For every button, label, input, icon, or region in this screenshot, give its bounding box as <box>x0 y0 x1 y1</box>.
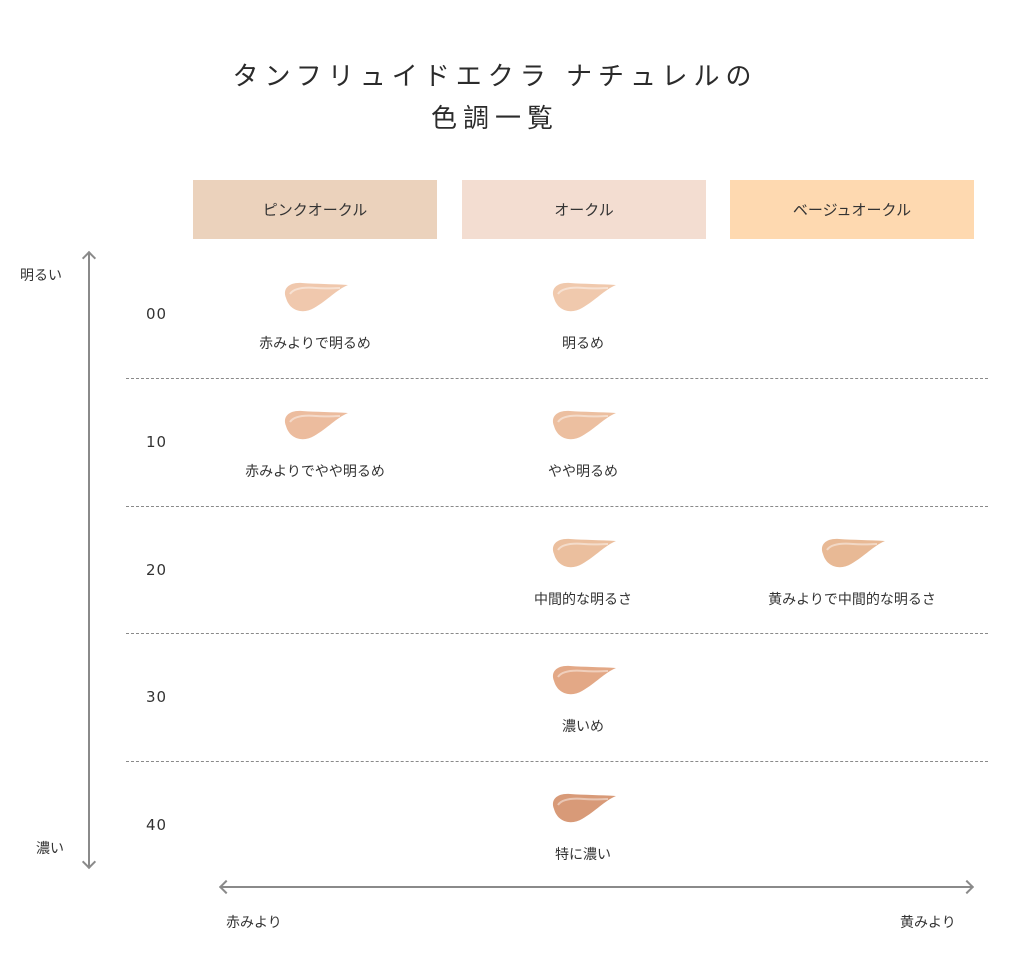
foundation-swatch <box>548 663 618 699</box>
axis-label-left: 赤みより <box>226 915 282 931</box>
foundation-swatch <box>280 280 350 316</box>
level-label: 10 <box>146 433 168 451</box>
foundation-swatch <box>548 536 618 572</box>
horizontal-axis-line <box>220 886 973 888</box>
shade-description: 濃いめ <box>562 719 604 735</box>
arrow-down-icon <box>81 854 97 870</box>
column-header: オークル <box>462 180 706 239</box>
shade-description: 赤みよりでやや明るめ <box>245 464 385 480</box>
shade-description: 赤みよりで明るめ <box>259 336 371 352</box>
row-divider <box>126 506 988 507</box>
foundation-swatch <box>817 536 887 572</box>
level-label: 20 <box>146 561 168 579</box>
shade-description: やや明るめ <box>548 464 618 480</box>
arrow-right-icon <box>959 879 975 895</box>
arrow-left-icon <box>218 879 234 895</box>
shade-description: 中間的な明るさ <box>534 592 632 608</box>
row-divider <box>126 761 988 762</box>
shade-description: 特に濃い <box>555 847 611 863</box>
level-label: 00 <box>146 305 168 323</box>
axis-label-top: 明るい <box>20 268 62 284</box>
axis-label-right: 黄みより <box>900 915 956 931</box>
axis-label-bottom: 濃い <box>36 841 64 857</box>
level-label: 30 <box>146 688 168 706</box>
row-divider <box>126 633 988 634</box>
shade-description: 黄みよりで中間的な明るさ <box>768 592 936 608</box>
foundation-swatch <box>548 791 618 827</box>
shade-description: 明るめ <box>562 336 604 352</box>
row-divider <box>126 378 988 379</box>
column-header: ピンクオークル <box>193 180 437 239</box>
arrow-up-icon <box>81 250 97 266</box>
foundation-swatch <box>548 280 618 316</box>
chart-title-line-1: タンフリュイドエクラ ナチュレルの <box>232 62 758 92</box>
column-header: ベージュオークル <box>730 180 974 239</box>
vertical-axis-line <box>88 252 90 868</box>
foundation-swatch <box>548 408 618 444</box>
chart-title-line-2: 色調一覧 <box>430 104 559 134</box>
level-label: 40 <box>146 816 168 834</box>
foundation-swatch <box>280 408 350 444</box>
